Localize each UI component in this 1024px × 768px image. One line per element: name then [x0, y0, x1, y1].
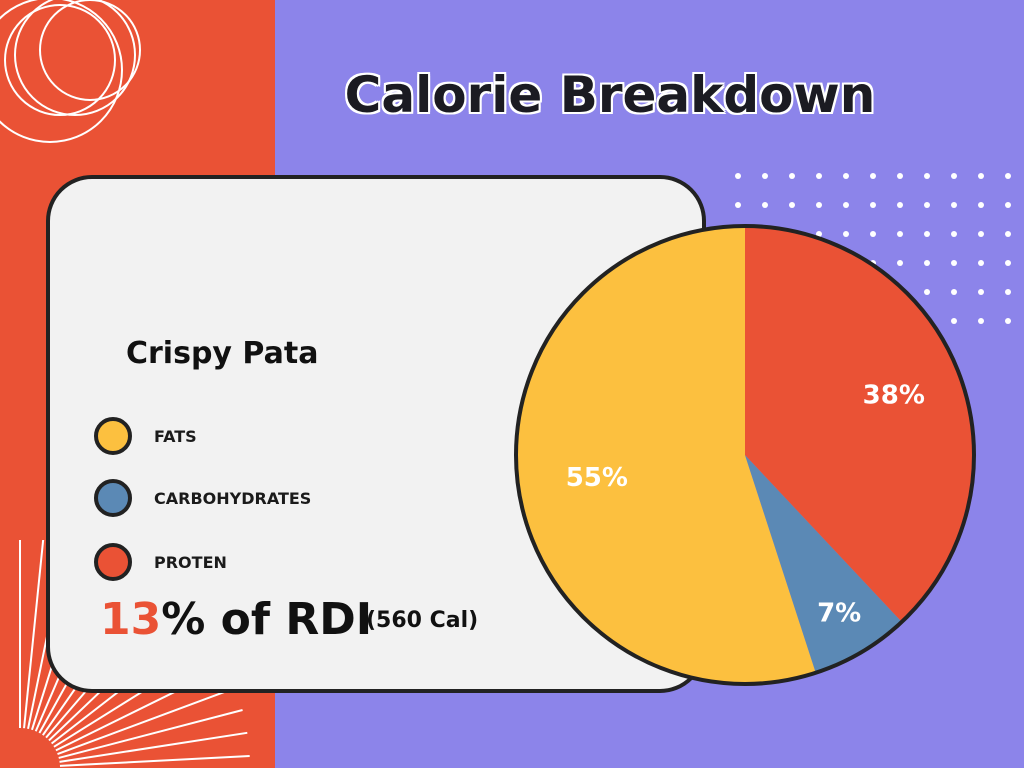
decor-dot: [951, 202, 957, 208]
decor-dot: [816, 231, 822, 237]
decor-dot: [870, 173, 876, 179]
legend-swatch-protein: [94, 543, 132, 581]
decor-dot: [951, 289, 957, 295]
decor-dot: [816, 202, 822, 208]
legend-swatch-carbohydrates: [94, 479, 132, 517]
decor-dot: [843, 173, 849, 179]
decor-dot: [978, 318, 984, 324]
decor-dot: [870, 231, 876, 237]
decorative-arcs-icon: [0, 0, 141, 143]
decor-dot: [978, 231, 984, 237]
decor-dot: [1005, 202, 1011, 208]
rdi-text: 13% of RDI: [100, 594, 372, 645]
sunburst-ray: [59, 731, 248, 763]
decor-dot: [735, 173, 741, 179]
decor-dot: [735, 202, 741, 208]
decor-dot: [870, 202, 876, 208]
calorie-pie-chart: 55% 7% 38%: [514, 224, 976, 686]
page-title: Calorie Breakdown: [344, 66, 876, 124]
pie-outline: [514, 224, 976, 686]
pie-label-protein: 38%: [863, 381, 925, 411]
decor-dot: [1005, 260, 1011, 266]
decor-dot: [762, 202, 768, 208]
decor-dot: [978, 173, 984, 179]
decor-dot: [897, 202, 903, 208]
decor-dot: [978, 260, 984, 266]
legend-label-carbohydrates: CARBOHYDRATES: [154, 488, 312, 508]
decor-dot: [1005, 231, 1011, 237]
decor-dot: [924, 202, 930, 208]
decor-dot: [762, 173, 768, 179]
legend-swatch-fats: [94, 417, 132, 455]
calorie-count: (560 Cal): [366, 608, 479, 633]
decor-dot: [951, 173, 957, 179]
decor-dot: [1005, 289, 1011, 295]
rdi-number: 13: [100, 594, 162, 645]
decor-dot: [1005, 318, 1011, 324]
decor-dot: [897, 173, 903, 179]
decor-dot: [924, 289, 930, 295]
legend-item-carbohydrates: CARBOHYDRATES: [94, 476, 311, 520]
pie-slice-carbohydrates: [745, 455, 902, 673]
decor-dot: [897, 260, 903, 266]
decor-dot: [978, 289, 984, 295]
decor-dot: [978, 202, 984, 208]
legend-item-protein: PROTEN: [94, 540, 227, 584]
sunburst-ray: [23, 540, 45, 729]
pie-label-carbohydrates: 7%: [817, 599, 861, 629]
decor-dot: [843, 202, 849, 208]
legend-item-fats: FATS: [94, 414, 197, 458]
decor-dot: [789, 202, 795, 208]
pie-label-fats: 55%: [566, 463, 628, 493]
decor-dot: [951, 260, 957, 266]
pie-slice-protein: [745, 226, 974, 622]
legend-label-protein: PROTEN: [154, 552, 227, 572]
dish-name: Crispy Pata: [126, 336, 319, 371]
rdi-suffix: % of RDI: [161, 594, 373, 645]
decor-dot: [897, 231, 903, 237]
sunburst-ray: [58, 709, 243, 759]
pie-slice-fats: [515, 226, 816, 684]
decor-dot: [924, 173, 930, 179]
decor-dot: [951, 318, 957, 324]
decor-dot: [951, 231, 957, 237]
sunburst-ray: [57, 686, 236, 755]
decor-dot: [924, 260, 930, 266]
decor-dot: [816, 173, 822, 179]
decor-dot: [924, 231, 930, 237]
legend-label-fats: FATS: [154, 426, 197, 446]
sunburst-ray: [59, 754, 250, 767]
decor-dot: [1005, 173, 1011, 179]
decor-dot: [789, 173, 795, 179]
decor-dot: [843, 231, 849, 237]
